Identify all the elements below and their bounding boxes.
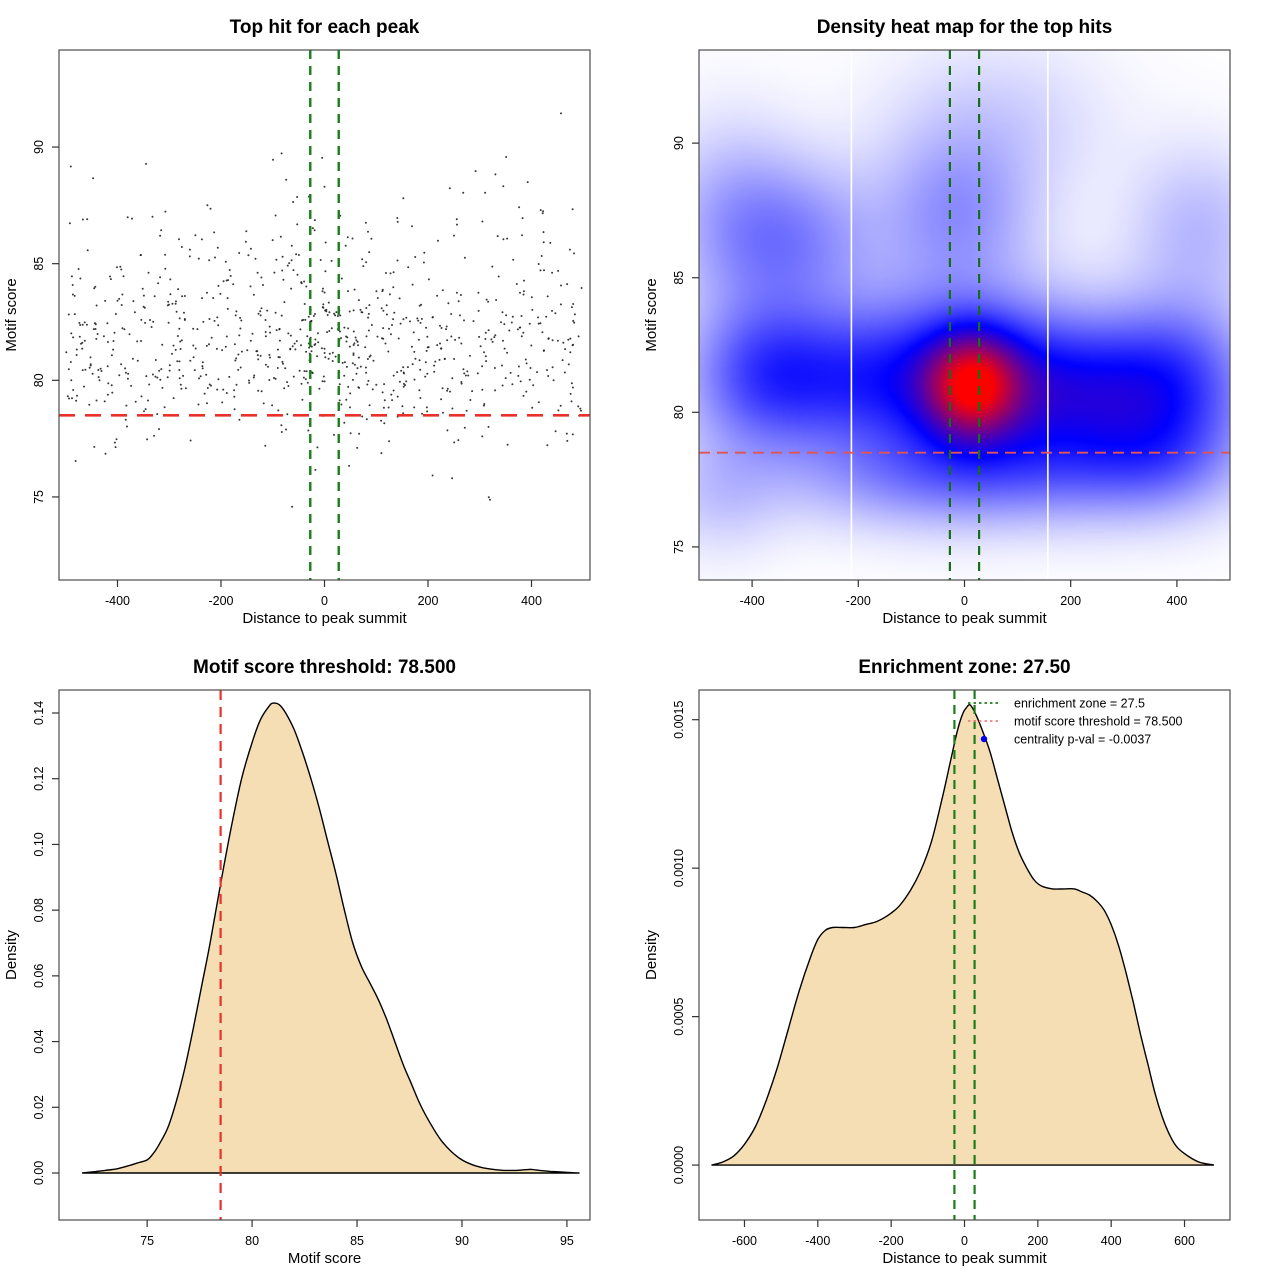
y-tick-label: 0.02 [32,1095,46,1119]
y-tick-label: 0.08 [32,898,46,922]
x-tick-label: -200 [846,594,871,608]
y-tick-label: 80 [672,405,686,419]
scatter-points [65,112,583,508]
panel2-ylabel: Motif score [643,278,660,351]
x-tick-label: 0 [961,1234,968,1248]
y-tick-label: 0.0000 [672,1146,686,1184]
distance-density-plot: -600 -400 -200 0 200 400 600 0.0000 0.0005 0.0010… [643,657,1231,1267]
y-tick-label: 75 [672,540,686,554]
x-tick-label: 0 [321,594,328,608]
y-tick-label: 0.0015 [672,701,686,739]
x-tick-label: 0 [961,594,968,608]
y-tick-label: 0.10 [32,832,46,856]
plot-box [58,689,591,1221]
panel1-ylabel: Motif score [3,278,20,351]
legend-entry-label: enrichment zone = 27.5 [1014,697,1145,711]
density-curve [82,702,580,1174]
legend: enrichment zone = 27.5 motif score thresh… [968,697,1183,747]
legend-entry-label: motif score threshold = 78.500 [1014,715,1183,729]
score-density-plot: 75 80 85 90 95 0.00 0.02 0.04 0.06 0.08 0.10 0.12 0.… [3,657,591,1267]
y-tick-label: 85 [672,271,686,285]
x-tick-label: 600 [1174,1234,1195,1248]
panel-motif-score-density: 75 80 85 90 95 0.00 0.02 0.04 0.06 0.08 0.10 0.12 0.… [0,640,640,1280]
panel3-ylabel: Density [3,929,20,980]
heatmap-canvas [699,50,1230,580]
y-tick-label: 0.0005 [672,997,686,1035]
panel1-xlabel: Distance to peak summit [242,610,407,627]
x-tick-label: 200 [1060,594,1081,608]
x-tick-label: 75 [140,1234,154,1248]
panel3-title: Motif score threshold: 78.500 [193,657,456,678]
legend-entry-label: centrality p-val = -0.0037 [1014,733,1151,747]
x-tick-label: -400 [105,594,130,608]
panel-density-heatmap: -400 -200 0 200 400 75 80 85 90 Density heat map… [640,0,1280,640]
panel4-xlabel: Distance to peak summit [882,1250,1047,1267]
scatter-plot: -400 -200 0 200 400 75 80 85 90 Top hit for each… [3,17,591,627]
x-tick-label: -600 [732,1234,757,1248]
x-tick-label: 400 [1101,1234,1122,1248]
panel2-xlabel: Distance to peak summit [882,610,1047,627]
panel3-xlabel: Motif score [288,1250,361,1267]
y-tick-label: 85 [32,257,46,271]
panel1-title: Top hit for each peak [230,17,420,38]
x-tick-label: 400 [1166,594,1187,608]
panel-distance-density: -600 -400 -200 0 200 400 600 0.0000 0.0005 0.0010… [640,640,1280,1280]
x-tick-label: -200 [208,594,233,608]
x-tick-label: 90 [455,1234,469,1248]
x-tick-label: 400 [521,594,542,608]
y-tick-label: 0.12 [32,767,46,791]
x-tick-label: -400 [740,594,765,608]
legend-swatch-dot [980,735,988,743]
x-tick-label: -400 [805,1234,830,1248]
plot-box [698,49,1231,581]
y-tick-label: 75 [32,490,46,504]
y-tick-label: 0.06 [32,964,46,988]
x-tick-label: -200 [879,1234,904,1248]
panel-top-hit-scatter: -400 -200 0 200 400 75 80 85 90 Top hit for each… [0,0,640,640]
y-tick-label: 0.0010 [672,849,686,887]
heatmap-overlay: -400 -200 0 200 400 75 80 85 90 Density heat map… [643,17,1231,627]
x-tick-label: 85 [350,1234,364,1248]
y-tick-label: 80 [32,373,46,387]
y-tick-label: 0.00 [32,1161,46,1185]
x-tick-label: 200 [418,594,439,608]
y-tick-label: 0.04 [32,1029,46,1053]
x-tick-label: 200 [1027,1234,1048,1248]
panel2-title: Density heat map for the top hits [817,17,1113,38]
plot-box [58,49,591,581]
panel4-ylabel: Density [643,929,660,980]
x-tick-label: 95 [560,1234,574,1248]
panel4-title: Enrichment zone: 27.50 [858,657,1070,678]
y-tick-label: 90 [672,136,686,150]
x-tick-label: 80 [245,1234,259,1248]
density-curve [711,703,1215,1166]
y-tick-label: 90 [32,140,46,154]
y-tick-label: 0.14 [32,701,46,725]
